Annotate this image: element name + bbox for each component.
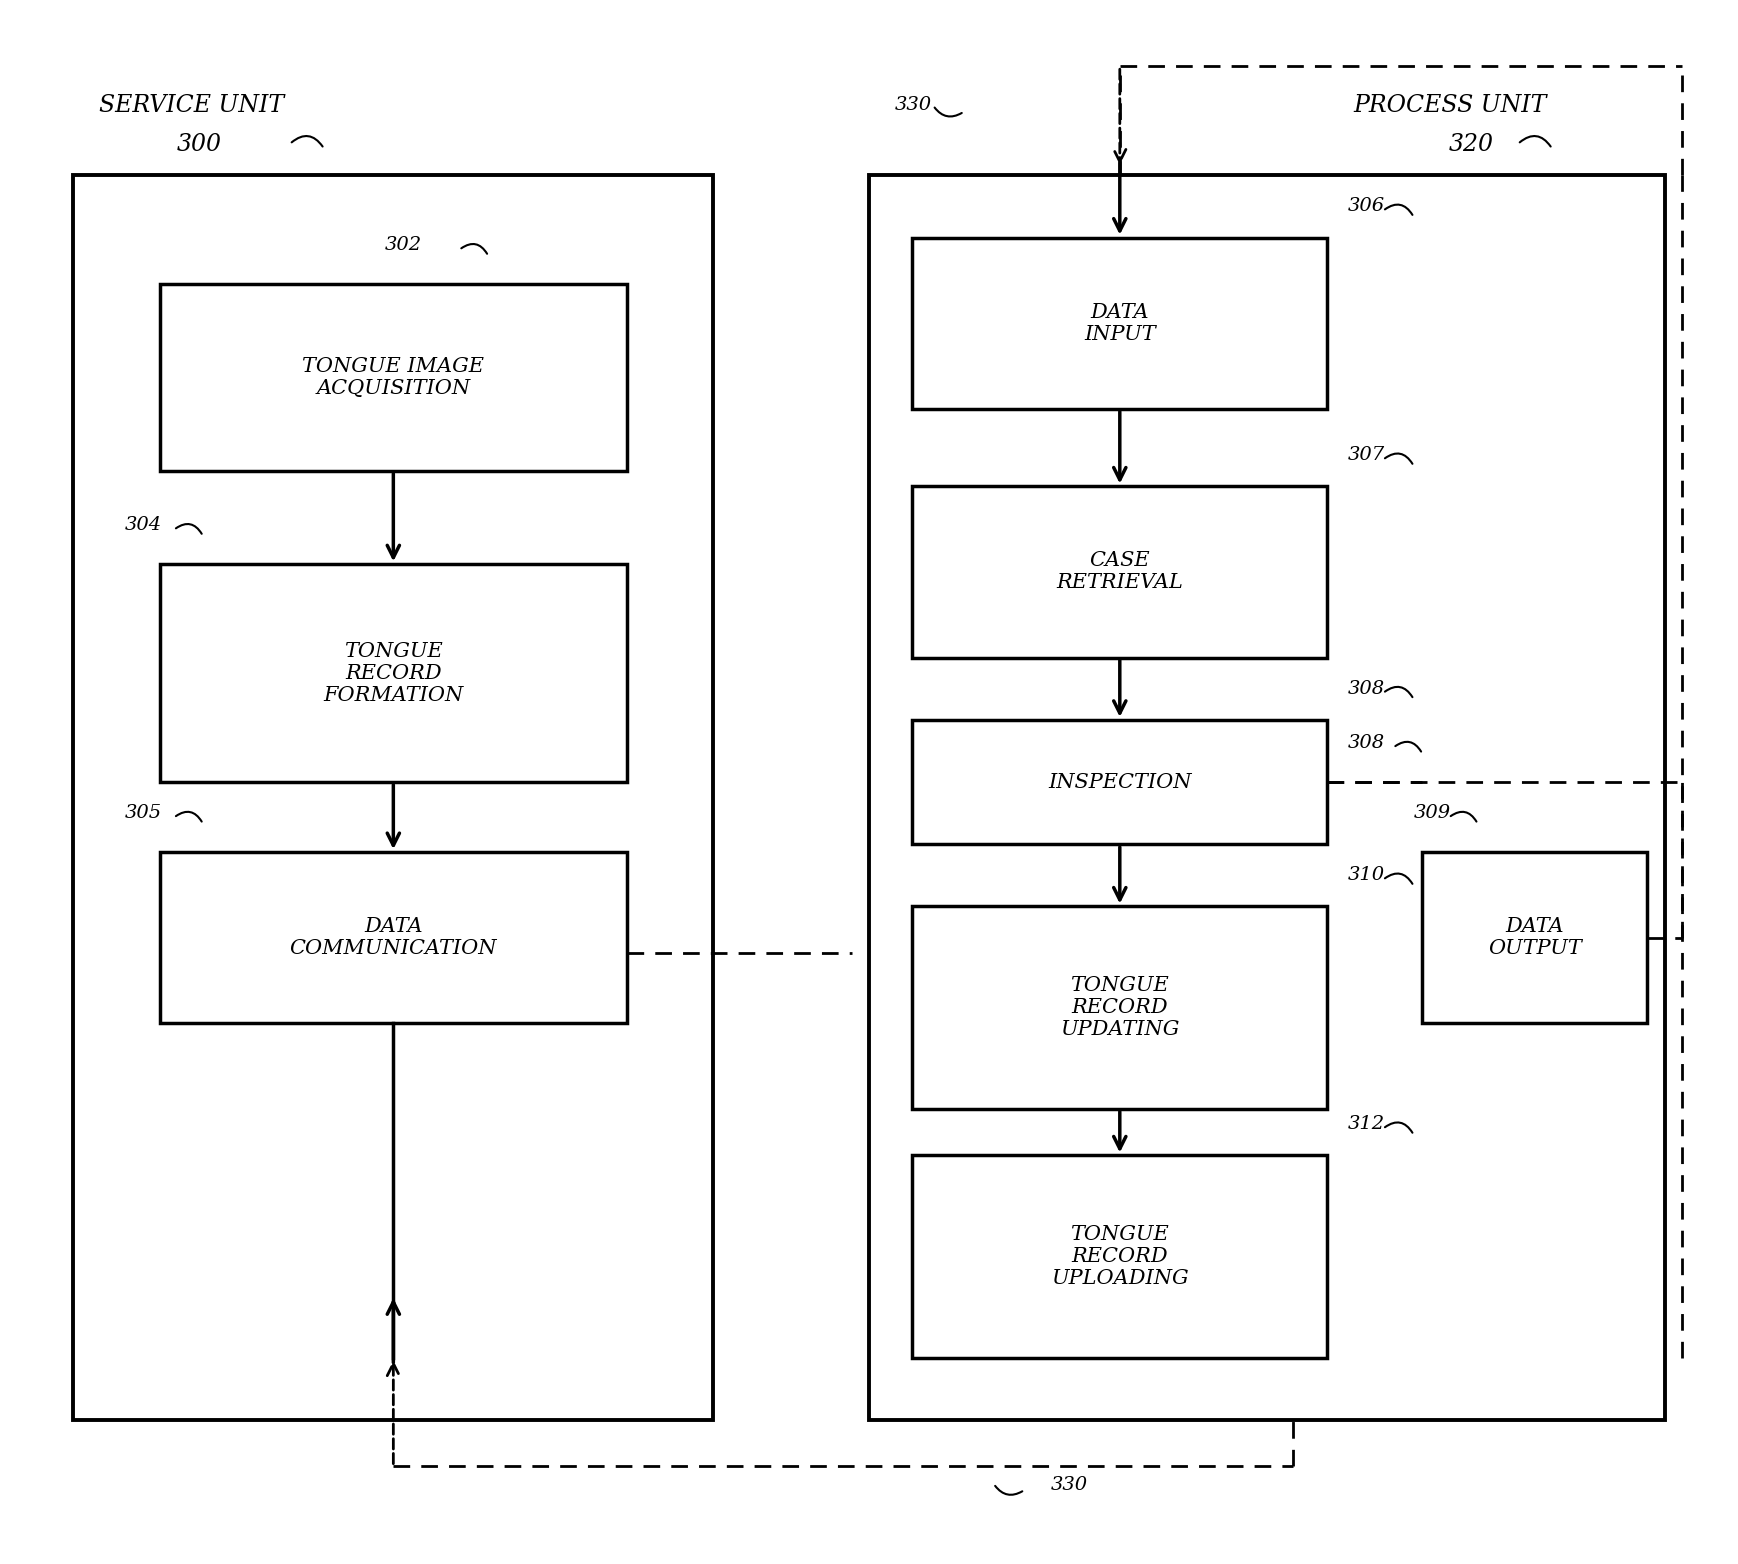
Text: 330: 330 bbox=[1050, 1476, 1088, 1494]
Text: PROCESS UNIT: PROCESS UNIT bbox=[1354, 94, 1547, 117]
Text: DATA
COMMUNICATION: DATA COMMUNICATION bbox=[290, 917, 497, 959]
Bar bbox=[160, 565, 627, 782]
Text: TONGUE IMAGE
ACQUISITION: TONGUE IMAGE ACQUISITION bbox=[302, 357, 485, 397]
Text: TONGUE
RECORD
UPDATING: TONGUE RECORD UPDATING bbox=[1060, 976, 1180, 1038]
Bar bbox=[912, 1156, 1328, 1358]
Text: 310: 310 bbox=[1349, 866, 1385, 884]
Text: 312: 312 bbox=[1349, 1115, 1385, 1134]
Text: SERVICE UNIT: SERVICE UNIT bbox=[99, 94, 285, 117]
Bar bbox=[912, 907, 1328, 1109]
Bar bbox=[869, 175, 1665, 1420]
Text: DATA
INPUT: DATA INPUT bbox=[1085, 302, 1156, 344]
Bar bbox=[160, 285, 627, 471]
Text: INSPECTION: INSPECTION bbox=[1048, 773, 1192, 791]
Text: DATA
OUTPUT: DATA OUTPUT bbox=[1488, 917, 1582, 959]
Text: 308: 308 bbox=[1349, 734, 1385, 752]
Text: 304: 304 bbox=[125, 516, 162, 535]
Text: 302: 302 bbox=[384, 236, 422, 255]
Bar bbox=[160, 852, 627, 1023]
Text: 306: 306 bbox=[1349, 197, 1385, 216]
Bar bbox=[912, 238, 1328, 408]
Bar bbox=[1422, 852, 1648, 1023]
Text: TONGUE
RECORD
UPLOADING: TONGUE RECORD UPLOADING bbox=[1051, 1225, 1189, 1289]
Bar bbox=[73, 175, 713, 1420]
Text: TONGUE
RECORD
FORMATION: TONGUE RECORD FORMATION bbox=[323, 641, 464, 705]
Text: 330: 330 bbox=[895, 97, 932, 114]
Text: CASE
RETRIEVAL: CASE RETRIEVAL bbox=[1057, 552, 1184, 593]
Text: 307: 307 bbox=[1349, 446, 1385, 465]
Bar bbox=[912, 719, 1328, 845]
Text: 300: 300 bbox=[177, 133, 222, 156]
Text: 308: 308 bbox=[1349, 680, 1385, 698]
Text: 320: 320 bbox=[1448, 133, 1493, 156]
Text: 309: 309 bbox=[1413, 804, 1451, 823]
Text: 305: 305 bbox=[125, 804, 162, 823]
Bar bbox=[912, 486, 1328, 657]
